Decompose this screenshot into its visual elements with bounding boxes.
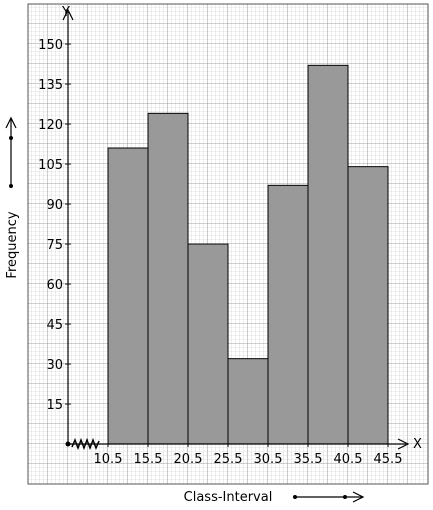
bar	[307, 64, 349, 445]
bar	[227, 358, 269, 445]
y-tick-label: 60	[46, 278, 63, 293]
x-tick-label: 30.5	[254, 452, 283, 467]
bars	[107, 64, 389, 445]
y-tick-label: 120	[38, 118, 63, 133]
bar	[187, 243, 229, 445]
y-arrow	[62, 8, 74, 21]
bar	[267, 184, 309, 445]
bar	[147, 112, 189, 445]
x-arrow	[397, 438, 410, 450]
bar	[107, 147, 149, 445]
scale-arrows	[5, 116, 365, 503]
y-tick-label: 150	[38, 38, 63, 53]
x-tick-label: 35.5	[294, 452, 323, 467]
x-tick-label: 20.5	[174, 452, 203, 467]
x-tick-label: 45.5	[374, 452, 403, 467]
y-tick-label: 75	[46, 238, 63, 253]
x-tick-label: 40.5	[334, 452, 363, 467]
x-tick-label: 25.5	[214, 452, 243, 467]
x-axis-name: X	[413, 437, 422, 452]
y-tick-label: 90	[46, 198, 63, 213]
y-axis-name: Y	[61, 5, 70, 20]
axis-break	[71, 437, 100, 451]
y-tick-label: 135	[38, 78, 63, 93]
x-tick-label: 15.5	[134, 452, 163, 467]
y-tick-label: 105	[38, 158, 63, 173]
y-tick-label: 15	[46, 398, 63, 413]
x-tick-label: 10.5	[94, 452, 123, 467]
bar	[347, 166, 389, 445]
y-tick-label: 45	[46, 318, 63, 333]
axes: Y X 15 30 45 60 75 90 105 120 135 150 10.5 15.5 20.5…	[38, 5, 422, 467]
origin	[65, 441, 71, 447]
y-tick-label: 30	[46, 358, 63, 373]
x-axis-title: Class-Interval	[184, 490, 273, 505]
y-axis-title: Frequency	[5, 211, 20, 278]
